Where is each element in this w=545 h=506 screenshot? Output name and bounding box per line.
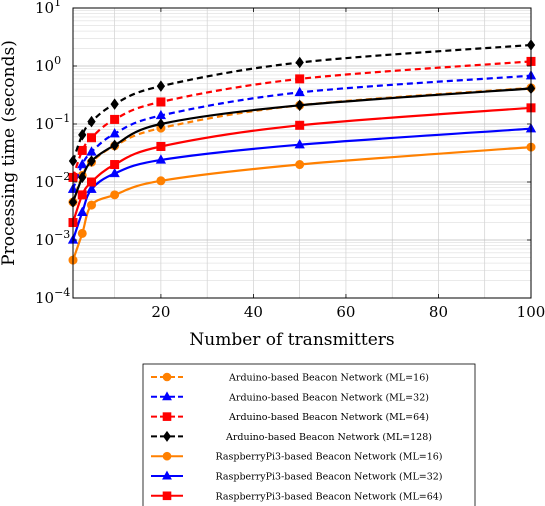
triangle-marker — [109, 167, 120, 178]
triangle-marker — [77, 158, 88, 169]
legend-item: Arduino-based Beacon Network (ML=32) — [151, 391, 429, 403]
triangle-marker — [109, 128, 120, 138]
square-marker — [77, 145, 87, 155]
legend-box — [142, 363, 476, 506]
diamond-marker — [87, 155, 96, 167]
legend-label: RaspberryPi3-based Beacon Network (ML=64… — [215, 491, 442, 502]
square-marker — [87, 133, 97, 143]
diamond-marker — [110, 98, 119, 110]
circle-marker — [77, 228, 87, 238]
square-marker — [162, 412, 172, 421]
square-marker — [162, 491, 172, 501]
triangle-marker — [294, 86, 305, 97]
plot-frame — [72, 7, 532, 299]
legend-label: RaspberryPi3-based Beacon Network (ML=16… — [215, 452, 442, 463]
legend-label: Arduino-based Beacon Network (ML=32) — [228, 392, 429, 403]
triangle-marker — [162, 391, 172, 401]
diamond-marker — [78, 129, 87, 141]
legend-item: RaspberryPi3-based Beacon Network (ML=16… — [151, 452, 443, 463]
legend-item: Arduino-based Beacon Network (ML=128) — [151, 430, 432, 443]
square-marker — [110, 114, 120, 124]
grid — [73, 8, 532, 299]
y-axis-title: Processing time (seconds) — [0, 40, 19, 266]
circle-marker — [87, 200, 97, 210]
square-marker — [87, 177, 97, 187]
y-tick-label: 10−3 — [35, 228, 70, 249]
square-marker — [110, 160, 120, 170]
y-tick-label: 10−2 — [35, 170, 70, 191]
legend-label: Arduino-based Beacon Network (ML=128) — [225, 432, 432, 443]
x-axis-title: Number of transmitters — [189, 330, 394, 350]
triangle-marker — [155, 154, 167, 164]
x-tick-label: 60 — [336, 303, 355, 321]
diamond-marker — [156, 80, 166, 92]
circle-marker — [162, 372, 172, 382]
triangle-marker — [294, 139, 305, 149]
diamond-marker — [78, 171, 87, 184]
diamond-marker — [295, 56, 304, 69]
square-marker — [295, 120, 305, 130]
y-tick-label: 101 — [35, 0, 61, 17]
circle-marker — [162, 451, 172, 461]
x-tick-label: 100 — [517, 303, 545, 321]
legend-item: Arduino-based Beacon Network (ML=64) — [151, 412, 429, 423]
triangle-marker — [86, 146, 97, 156]
diamond-marker — [163, 430, 171, 442]
series-8 — [68, 82, 536, 208]
diamond-marker — [87, 115, 96, 128]
axes: 20 40 60 80 100 10−4 10−3 10−2 10−1 100 101 — [35, 0, 545, 321]
legend-item: RaspberryPi3-based Beacon Network (ML=64… — [151, 491, 443, 502]
series-5 — [68, 142, 536, 265]
legend-item: RaspberryPi3-based Beacon Network (ML=32… — [151, 470, 443, 483]
y-tick-label: 10−4 — [35, 286, 70, 307]
legend-item: Arduino-based Beacon Network (ML=16) — [151, 373, 429, 384]
y-tick-label: 100 — [35, 54, 61, 75]
square-marker — [156, 97, 166, 107]
square-marker — [156, 141, 166, 151]
x-tick-label: 80 — [429, 303, 448, 321]
y-tick-label: 10−1 — [35, 112, 70, 133]
x-tick-label: 20 — [151, 303, 170, 321]
triangle-marker — [77, 206, 88, 216]
square-marker — [295, 74, 305, 84]
series-line — [71, 74, 532, 190]
triangle-marker — [86, 183, 97, 193]
legend-label: RaspberryPi3-based Beacon Network (ML=32… — [215, 472, 442, 483]
square-marker — [77, 190, 87, 200]
diamond-marker — [110, 139, 119, 152]
circle-marker — [295, 160, 305, 170]
triangle-marker — [162, 470, 172, 480]
diamond-marker — [156, 118, 166, 130]
circle-marker — [110, 190, 120, 200]
series-layer — [67, 39, 537, 265]
legend: Arduino-based Beacon Network (ML=16) Ardu… — [142, 363, 476, 506]
circle-marker — [156, 176, 166, 186]
legend-label: Arduino-based Beacon Network (ML=16) — [228, 373, 429, 384]
legend-label: Arduino-based Beacon Network (ML=64) — [228, 412, 429, 423]
diamond-marker — [295, 99, 304, 112]
x-tick-label: 40 — [244, 303, 263, 321]
